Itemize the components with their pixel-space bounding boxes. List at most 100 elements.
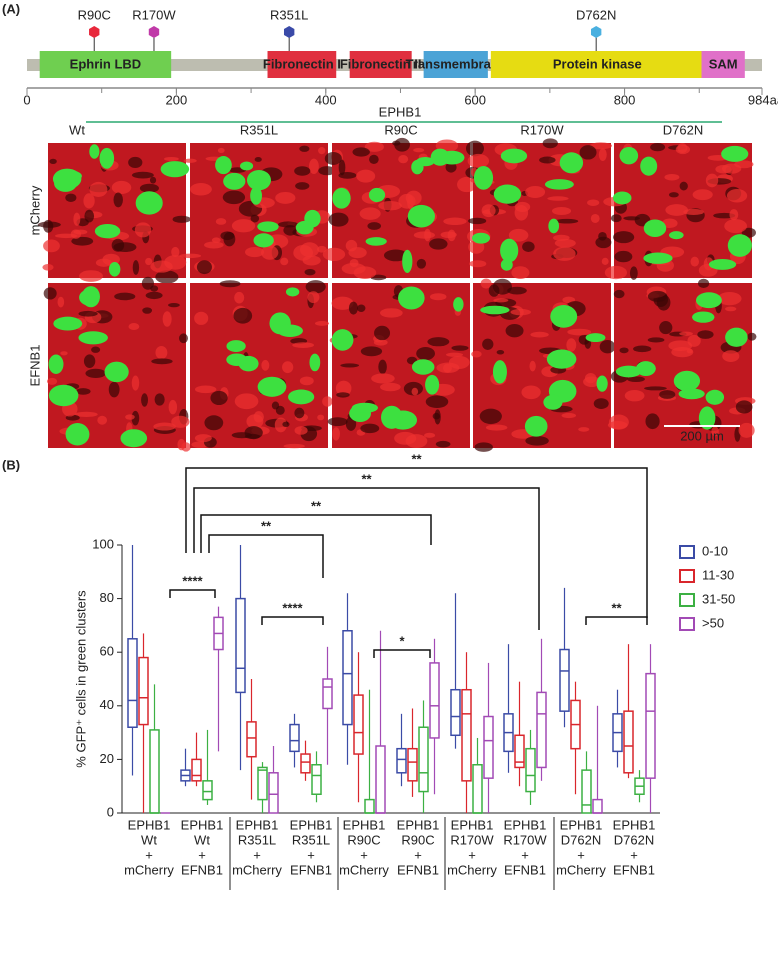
- micrograph-texture: [679, 181, 688, 191]
- micrograph-texture: [245, 247, 265, 258]
- box: [342, 630, 353, 726]
- micrograph-texture: [729, 209, 739, 221]
- legend-swatch: [679, 593, 695, 607]
- micrograph-texture: [360, 346, 383, 357]
- micrograph-texture: [443, 217, 467, 226]
- micrograph-texture: [318, 166, 336, 176]
- micrograph-texture: [155, 345, 168, 360]
- micrograph-texture: [561, 413, 577, 419]
- micrograph-texture: [479, 408, 502, 424]
- x-tick-label: mCherry: [556, 862, 606, 877]
- micrograph-texture: [305, 280, 326, 294]
- micrograph-texture: [715, 164, 732, 174]
- micrograph-texture: [91, 346, 101, 353]
- micrograph-texture: [261, 359, 270, 371]
- mutation-marker: [283, 26, 295, 38]
- micrograph-texture: [233, 307, 253, 324]
- micrograph-texture: [645, 413, 660, 430]
- y-tick-label: 0: [107, 804, 114, 819]
- micrograph-texture: [505, 324, 524, 338]
- micrograph-texture: [215, 218, 227, 225]
- micrograph-texture: [435, 440, 451, 448]
- micrograph-texture: [307, 291, 320, 304]
- micrograph-texture: [204, 415, 224, 431]
- significance-label: **: [611, 600, 622, 615]
- image-group: EPHB1: [379, 104, 422, 119]
- micrograph-cell: [226, 353, 248, 367]
- micrograph-cell: [612, 191, 632, 205]
- micrograph-texture: [294, 426, 308, 435]
- micrograph-texture: [353, 266, 377, 279]
- micrograph-cell: [398, 286, 425, 310]
- micrograph-cell: [240, 161, 254, 171]
- domain-label: Protein kinase: [553, 56, 642, 71]
- significance-bracket: [585, 616, 648, 625]
- micrograph-texture: [75, 388, 91, 395]
- micrograph-texture: [46, 377, 58, 385]
- column-label: R90C: [384, 122, 417, 137]
- legend-label: 11-30: [702, 567, 734, 582]
- micrograph-texture: [234, 393, 259, 410]
- x-tick-label: +: [414, 847, 422, 862]
- micrograph-texture: [542, 138, 558, 149]
- micrograph-texture: [668, 340, 693, 352]
- micrograph-texture: [599, 340, 616, 354]
- micrograph-cell: [332, 187, 351, 209]
- micrograph-texture: [244, 426, 263, 440]
- micrograph-texture: [383, 249, 408, 262]
- box: [623, 710, 634, 774]
- tick-label: 400: [315, 92, 337, 107]
- micrograph-texture: [659, 321, 673, 335]
- domain: [490, 51, 704, 78]
- micrograph-cell: [492, 360, 507, 384]
- micrograph-texture: [647, 290, 668, 302]
- micrograph-texture: [73, 212, 81, 226]
- significance-label: *: [399, 633, 405, 648]
- domain: [701, 51, 745, 78]
- micrograph-texture: [553, 246, 576, 261]
- micrograph-texture: [467, 153, 490, 169]
- box: [311, 764, 322, 795]
- micrograph-texture: [179, 253, 202, 259]
- micrograph-texture: [529, 360, 536, 372]
- micrograph-texture: [134, 222, 152, 238]
- micrograph-cell: [331, 329, 354, 351]
- micrograph-texture: [83, 193, 95, 209]
- micrograph-texture: [590, 213, 600, 223]
- x-tick-label: R170W: [503, 832, 547, 847]
- mutation-label: R351L: [270, 7, 308, 22]
- x-tick-label: EPHB1: [290, 817, 333, 832]
- micrograph-texture: [145, 291, 163, 300]
- micrograph-texture: [675, 144, 691, 155]
- micrograph-texture: [151, 358, 173, 365]
- micrograph-cell: [53, 316, 83, 331]
- row-label: EFNB1: [27, 345, 42, 387]
- micrograph-texture: [177, 438, 186, 451]
- micrograph-cell: [425, 374, 440, 395]
- micrograph-texture: [327, 417, 348, 427]
- micrograph-texture: [332, 427, 340, 441]
- micrograph-cell: [288, 389, 315, 405]
- micrograph-texture: [741, 227, 756, 238]
- box: [559, 648, 570, 712]
- micrograph-texture: [593, 398, 609, 409]
- micrograph-texture: [679, 331, 693, 336]
- micrograph-cell: [223, 172, 246, 190]
- micrograph-texture: [424, 432, 436, 438]
- significance-label: **: [411, 451, 422, 466]
- x-tick-label: D762N: [561, 832, 601, 847]
- micrograph-texture: [697, 278, 710, 289]
- micrograph-cell: [472, 232, 491, 244]
- box: [235, 597, 246, 694]
- legend-label: >50: [702, 615, 724, 630]
- micrograph-texture: [554, 238, 576, 248]
- micrograph-cell: [285, 287, 300, 297]
- micrograph-texture: [659, 390, 676, 399]
- micrograph-texture: [405, 434, 428, 449]
- box: [202, 780, 213, 801]
- micrograph-texture: [308, 158, 319, 175]
- micrograph-texture: [468, 217, 487, 225]
- x-tick-label: EFNB1: [397, 862, 439, 877]
- micrograph-texture: [521, 385, 541, 400]
- micrograph-texture: [128, 323, 140, 331]
